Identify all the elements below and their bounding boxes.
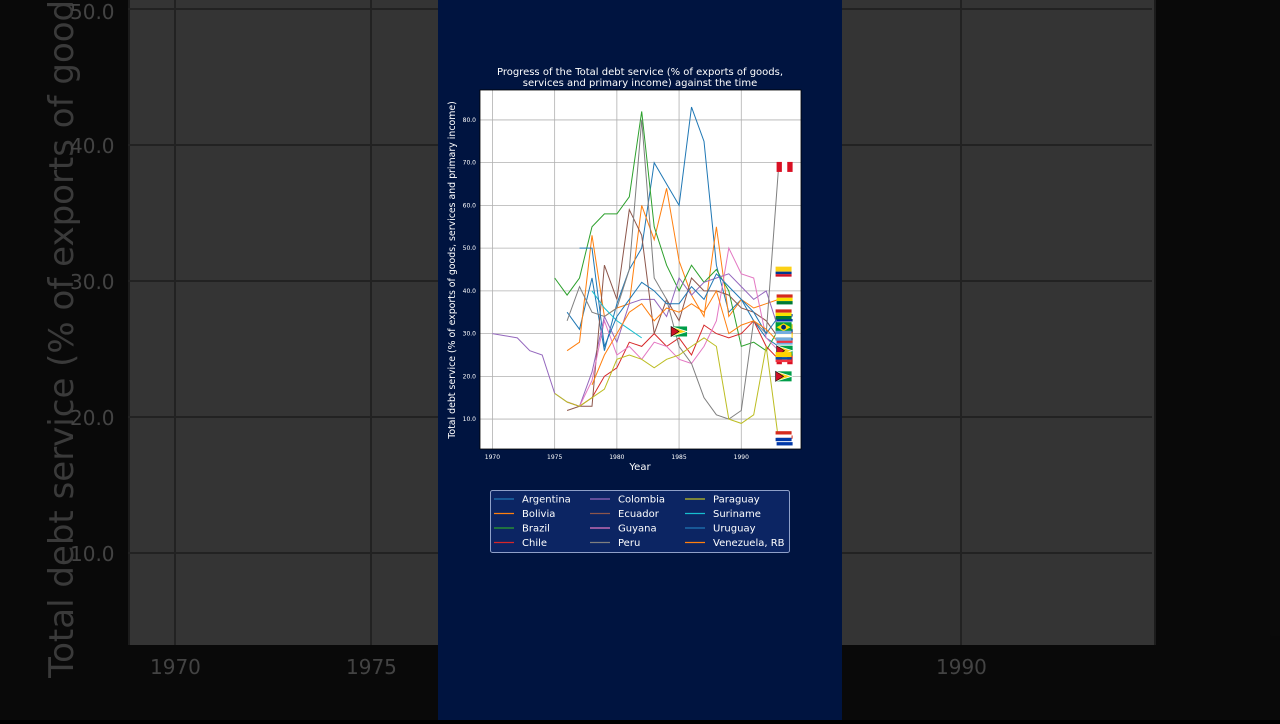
flag-band [776,442,793,446]
flag-band [775,330,792,335]
series-line-peru [566,119,780,420]
y-tick-label: 10.0 [463,416,477,423]
background-ytick: 30.0 [70,270,115,294]
flag-brazil-icon [775,322,792,333]
series-line-colombia [492,273,780,407]
series-flags [670,161,794,446]
flag-band [776,341,793,345]
background-ytick: 40.0 [70,134,115,158]
background-gridline [370,0,372,645]
series-line-chile [566,319,779,407]
series-line-paraguay [554,337,780,441]
x-tick-label: 1990 [734,454,749,461]
y-tick-label: 60.0 [463,202,477,209]
line-chart: Progress of the Total debt service (% of… [447,67,802,553]
background-xtick: 1990 [936,655,987,679]
plot-frame [479,89,802,450]
y-tick-label: 70.0 [463,160,477,167]
y-tick-label: 20.0 [463,373,477,380]
series-line-venezuela-rb [591,289,779,386]
flag-argentina-icon [775,330,792,341]
y-tick-label: 40.0 [463,288,477,295]
flag-band [775,274,792,277]
grid [480,90,801,449]
legend-entry-label: Peru [618,538,640,549]
flag-guyana-icon [670,325,689,338]
y-tick-label: 50.0 [463,245,477,252]
background-ytick: 20.0 [70,406,115,430]
background-gridline [960,0,962,645]
series-lines [492,106,780,441]
flag-band [775,334,792,338]
y-tick-label: 80.0 [463,117,477,124]
flag-band [775,359,792,363]
flag-band [775,309,792,313]
chart-title-line-2: services and primary income) against the… [523,78,757,89]
flag-band [775,352,792,358]
background-xtick: 1975 [346,655,397,679]
flag-peru-icon [776,161,793,172]
x-tick-label: 1980 [609,454,624,461]
flag-triangle [775,370,785,382]
background-xtick: 1970 [150,655,201,679]
x-tick-label: 1975 [547,454,562,461]
series-line-brazil [554,111,780,352]
flag-bolivia-icon [776,294,793,305]
background-ytick: 10.0 [70,542,115,566]
flag-triangle [670,325,680,338]
flag-band [775,431,792,435]
flag-band [776,340,793,343]
flag-band [775,437,792,442]
flag-globe [781,324,786,330]
background-ytick: 50.0 [70,0,115,24]
flag-band [775,266,792,272]
legend-entry-label: Suriname [713,509,761,520]
legend-entry-label: Ecuador [618,509,660,520]
flag-band [781,161,788,172]
flag-band [775,357,792,360]
flag-band [775,312,792,317]
legend-entry-label: Chile [522,538,547,549]
flag-paraguay-icon [775,431,792,442]
legend-entry-label: Bolivia [522,509,555,520]
flag-band [775,316,792,320]
series-line-uruguay [579,247,780,349]
flag-ecuador-icon [775,352,792,363]
x-tick-label: 1985 [671,454,686,461]
background-gridline [174,0,176,645]
axis-ticks: 1970 1975 1980 1985 1990 10.0 20.0 30.0 40.0 50.0… [463,117,749,461]
flag-band [776,294,793,298]
legend-entry-label: Brazil [522,524,550,535]
flag-band [776,161,782,172]
plot-area [480,90,801,449]
flag-bolivia-icon [775,309,792,320]
flag-band [775,337,792,341]
legend-entry-label: Venezuela, RB [713,538,785,549]
legend-entry-label: Argentina [522,495,571,506]
y-axis-label: Total debt service (% of exports of good… [447,101,458,440]
flag-band [775,271,792,275]
legend: Argentina Bolivia Brazil Chile Colombia Ecuad… [490,490,790,553]
flag-guyana-icon [775,370,793,382]
y-tick-label: 30.0 [463,331,477,338]
chart-panel: Progress of the Total debt service (% of… [438,0,842,720]
flag-colombia-icon [775,266,792,277]
legend-entry-label: Uruguay [713,524,756,535]
legend-entry-label: Guyana [618,524,657,535]
flag-band [776,301,793,305]
legend-entry-label: Paraguay [713,495,760,506]
x-axis-label: Year [628,462,651,473]
legend-box [490,490,790,553]
chart-title-line-1: Progress of the Total debt service (% of… [497,67,783,78]
series-line-argentina [566,106,779,351]
flag-band [787,161,793,172]
flag-band [776,319,793,322]
x-tick-label: 1970 [485,454,500,461]
flag-band [776,297,793,302]
flag-band [775,434,792,438]
series-line-suriname [591,290,642,339]
legend-entry-label: Colombia [618,495,665,506]
